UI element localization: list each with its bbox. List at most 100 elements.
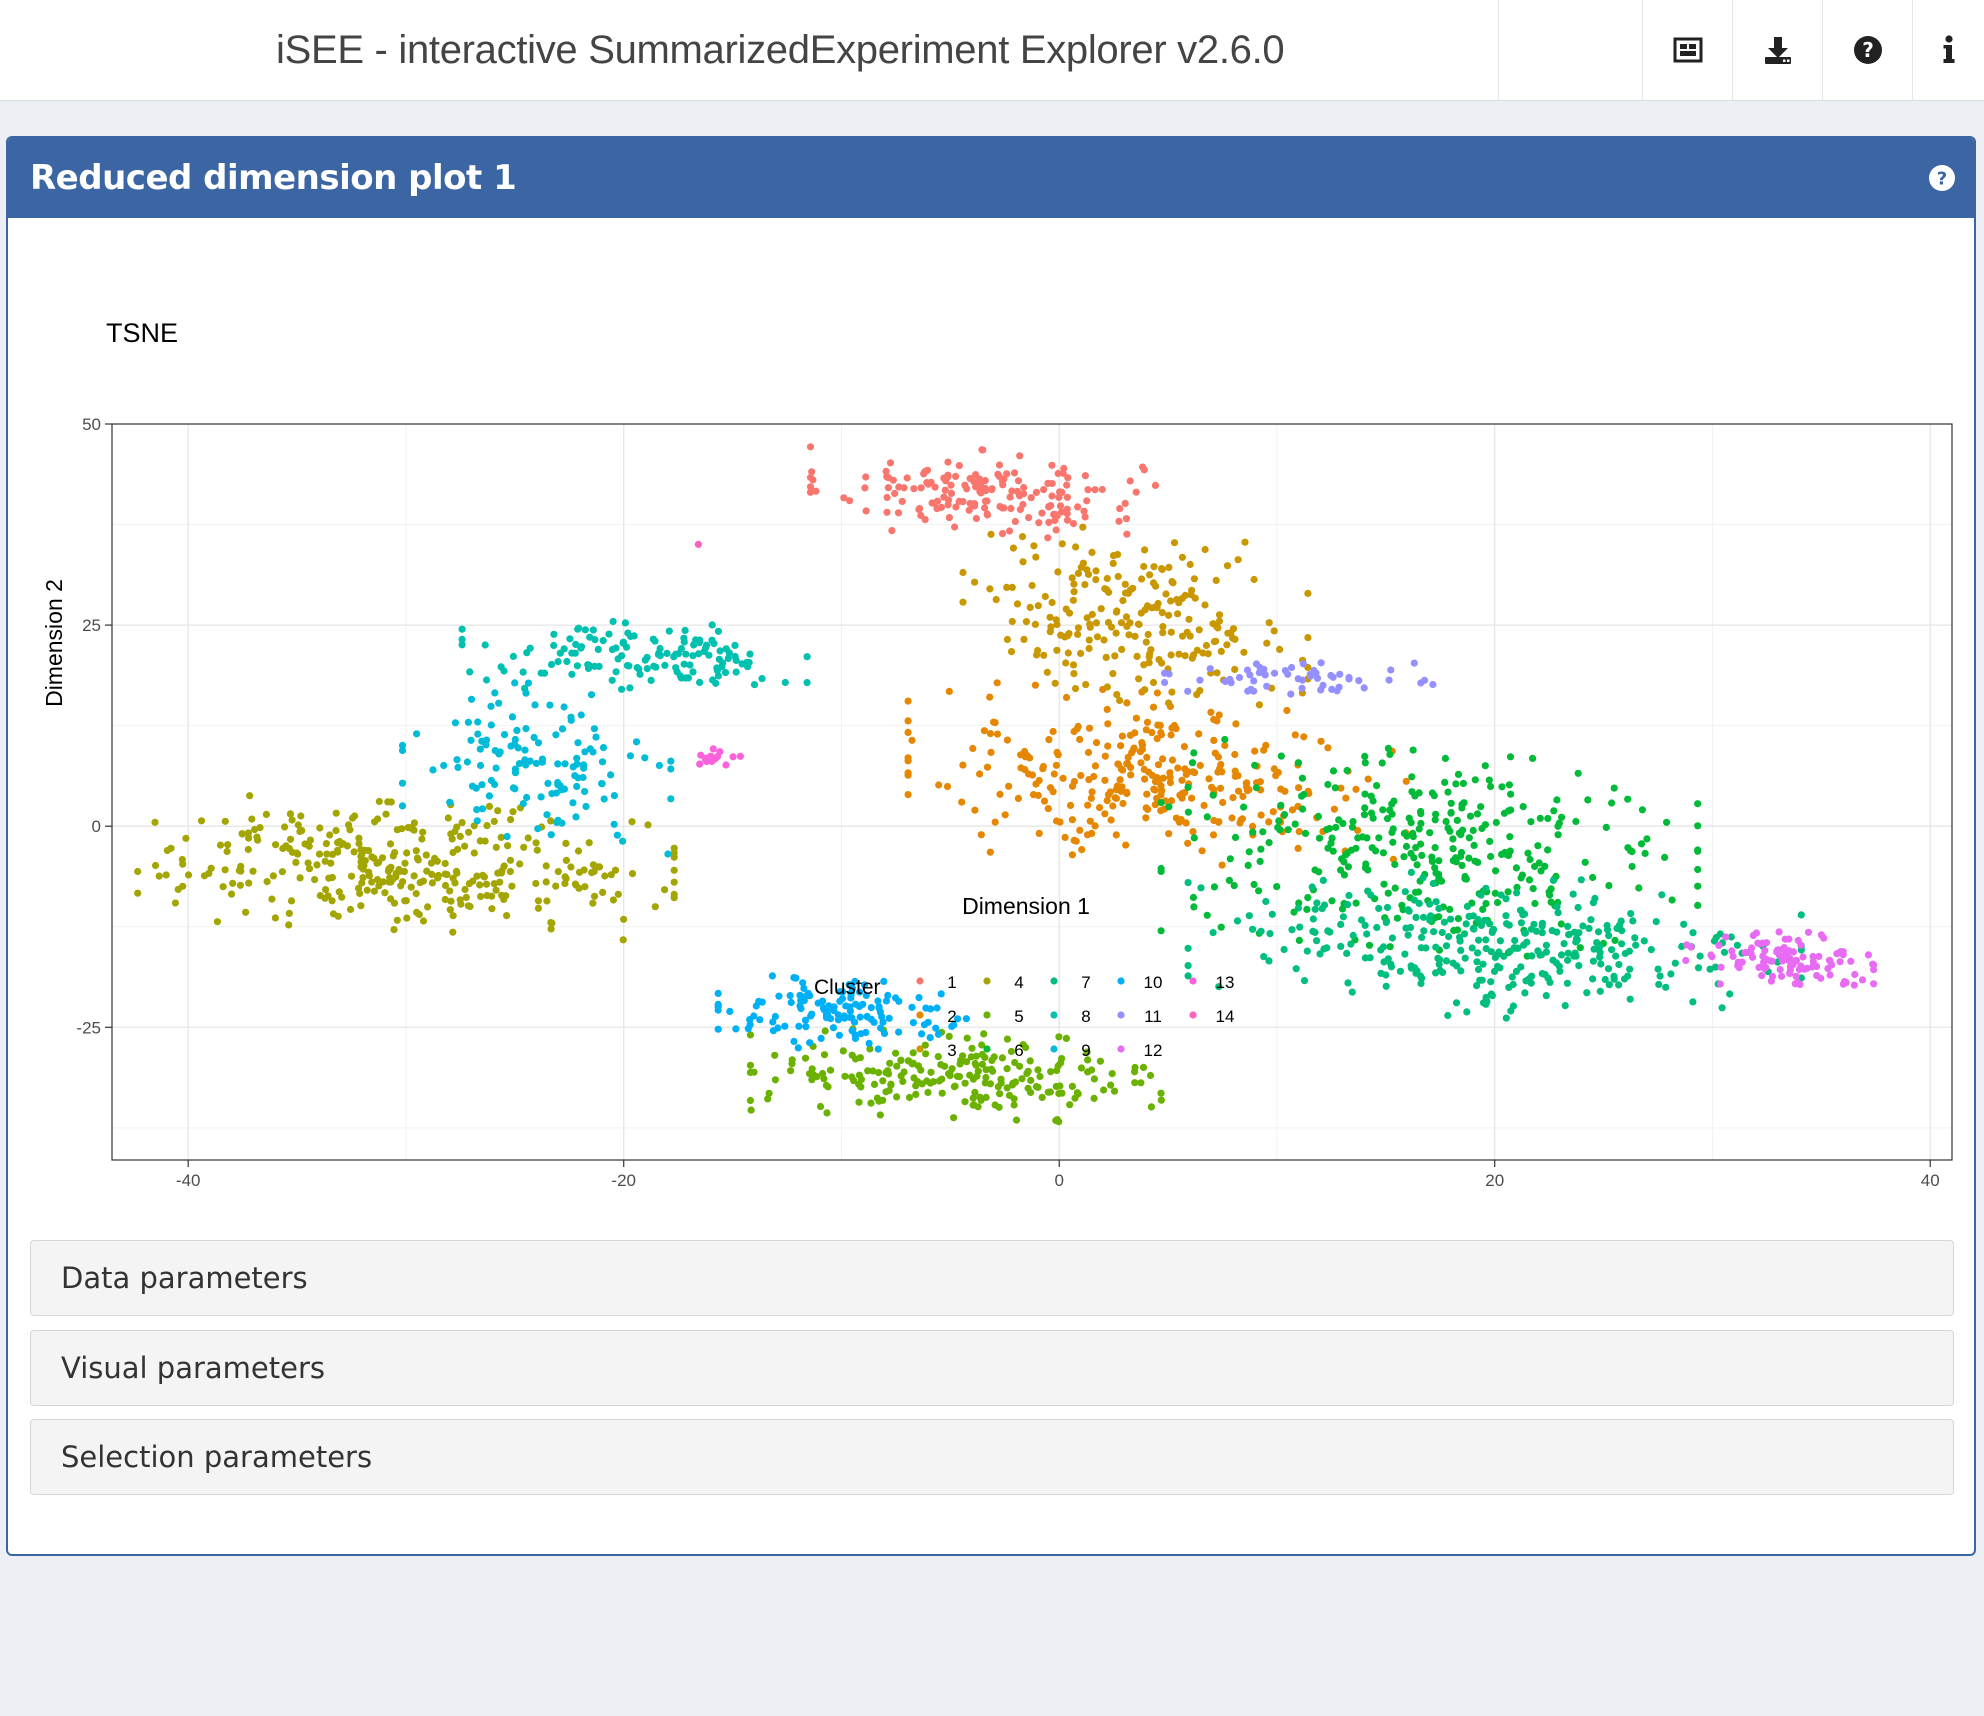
data-point <box>1064 474 1072 482</box>
data-point <box>1851 970 1859 979</box>
data-point <box>1261 671 1269 679</box>
data-point <box>1280 945 1288 954</box>
data-point <box>592 733 600 741</box>
data-point <box>304 859 312 867</box>
data-point <box>1201 601 1209 609</box>
data-point <box>547 817 555 825</box>
data-point <box>1066 801 1075 810</box>
data-point <box>1477 891 1485 899</box>
data-point <box>883 473 891 481</box>
data-point <box>835 1031 844 1039</box>
data-point <box>731 641 739 649</box>
data-point <box>1249 925 1257 933</box>
help-button[interactable]: ? <box>1823 0 1912 100</box>
data-point <box>998 504 1007 512</box>
data-point <box>1059 469 1067 477</box>
data-point <box>1076 826 1084 834</box>
data-point <box>1116 505 1124 513</box>
data-point <box>705 651 713 659</box>
data-point <box>487 721 495 729</box>
data-point <box>703 757 711 766</box>
data-point <box>1088 829 1096 838</box>
data-point <box>461 842 469 850</box>
data-point <box>1544 846 1552 854</box>
data-point <box>1382 982 1390 990</box>
data-point <box>848 1027 856 1035</box>
data-point <box>315 850 324 858</box>
data-point <box>1114 760 1122 768</box>
data-point <box>1694 800 1702 808</box>
data-point <box>1101 752 1109 760</box>
data-point <box>1519 803 1527 811</box>
panel-header: Reduced dimension plot 1 ? <box>8 138 1974 218</box>
data-point <box>488 905 496 913</box>
data-point <box>1389 838 1397 846</box>
data-point <box>571 772 579 780</box>
data-point <box>1589 899 1597 907</box>
data-point <box>1572 938 1580 946</box>
data-point <box>1722 933 1730 941</box>
data-point <box>977 831 985 839</box>
data-point <box>945 514 954 522</box>
data-point <box>573 782 581 791</box>
data-parameters-section[interactable]: Data parameters <box>30 1240 1954 1316</box>
data-point <box>1479 905 1487 914</box>
data-point <box>846 497 854 505</box>
data-point <box>1025 514 1033 522</box>
data-point <box>1016 452 1024 460</box>
data-point <box>590 725 599 733</box>
data-point <box>390 926 398 934</box>
data-point <box>355 834 363 842</box>
data-point <box>1117 787 1125 795</box>
data-point <box>483 676 491 684</box>
data-point <box>1197 884 1205 892</box>
data-point <box>294 821 302 829</box>
data-point <box>1148 604 1156 612</box>
data-point <box>1337 942 1345 951</box>
visual-parameters-section[interactable]: Visual parameters <box>30 1330 1954 1406</box>
data-point <box>1808 963 1816 971</box>
data-point <box>1420 927 1428 935</box>
data-point <box>1761 947 1769 955</box>
data-point <box>1299 660 1307 668</box>
selection-parameters-section[interactable]: Selection parameters <box>30 1419 1954 1495</box>
data-point <box>487 702 495 710</box>
data-point <box>1410 854 1418 862</box>
data-point <box>506 856 515 864</box>
data-point <box>1018 533 1027 541</box>
data-point <box>1521 929 1529 937</box>
data-point <box>1315 834 1324 842</box>
data-point <box>568 670 576 678</box>
data-point <box>1277 752 1285 760</box>
data-point <box>976 770 984 778</box>
data-point <box>1176 791 1184 799</box>
data-point <box>1157 1096 1165 1104</box>
data-point <box>1608 946 1616 954</box>
info-button[interactable] <box>1913 0 1984 100</box>
data-point <box>1231 750 1239 759</box>
data-point <box>1103 705 1111 713</box>
data-point <box>509 652 517 660</box>
data-point <box>665 627 673 635</box>
data-point <box>1337 866 1345 874</box>
data-point <box>305 865 314 873</box>
data-point <box>814 999 822 1007</box>
data-point <box>667 765 675 773</box>
data-point <box>920 1021 929 1029</box>
data-point <box>197 817 206 825</box>
data-point <box>244 845 252 854</box>
panel-organization-button[interactable] <box>1643 0 1732 100</box>
data-point <box>1393 914 1401 922</box>
data-point <box>1142 638 1150 646</box>
data-point <box>550 630 558 638</box>
question-circle-icon[interactable]: ? <box>1928 164 1956 192</box>
data-point <box>1410 964 1419 972</box>
data-point <box>897 1056 905 1065</box>
data-point <box>959 568 967 577</box>
data-point <box>923 1077 931 1085</box>
data-point <box>351 812 359 820</box>
export-button[interactable] <box>1733 0 1822 100</box>
data-point <box>1226 675 1234 683</box>
data-point <box>1363 930 1371 938</box>
